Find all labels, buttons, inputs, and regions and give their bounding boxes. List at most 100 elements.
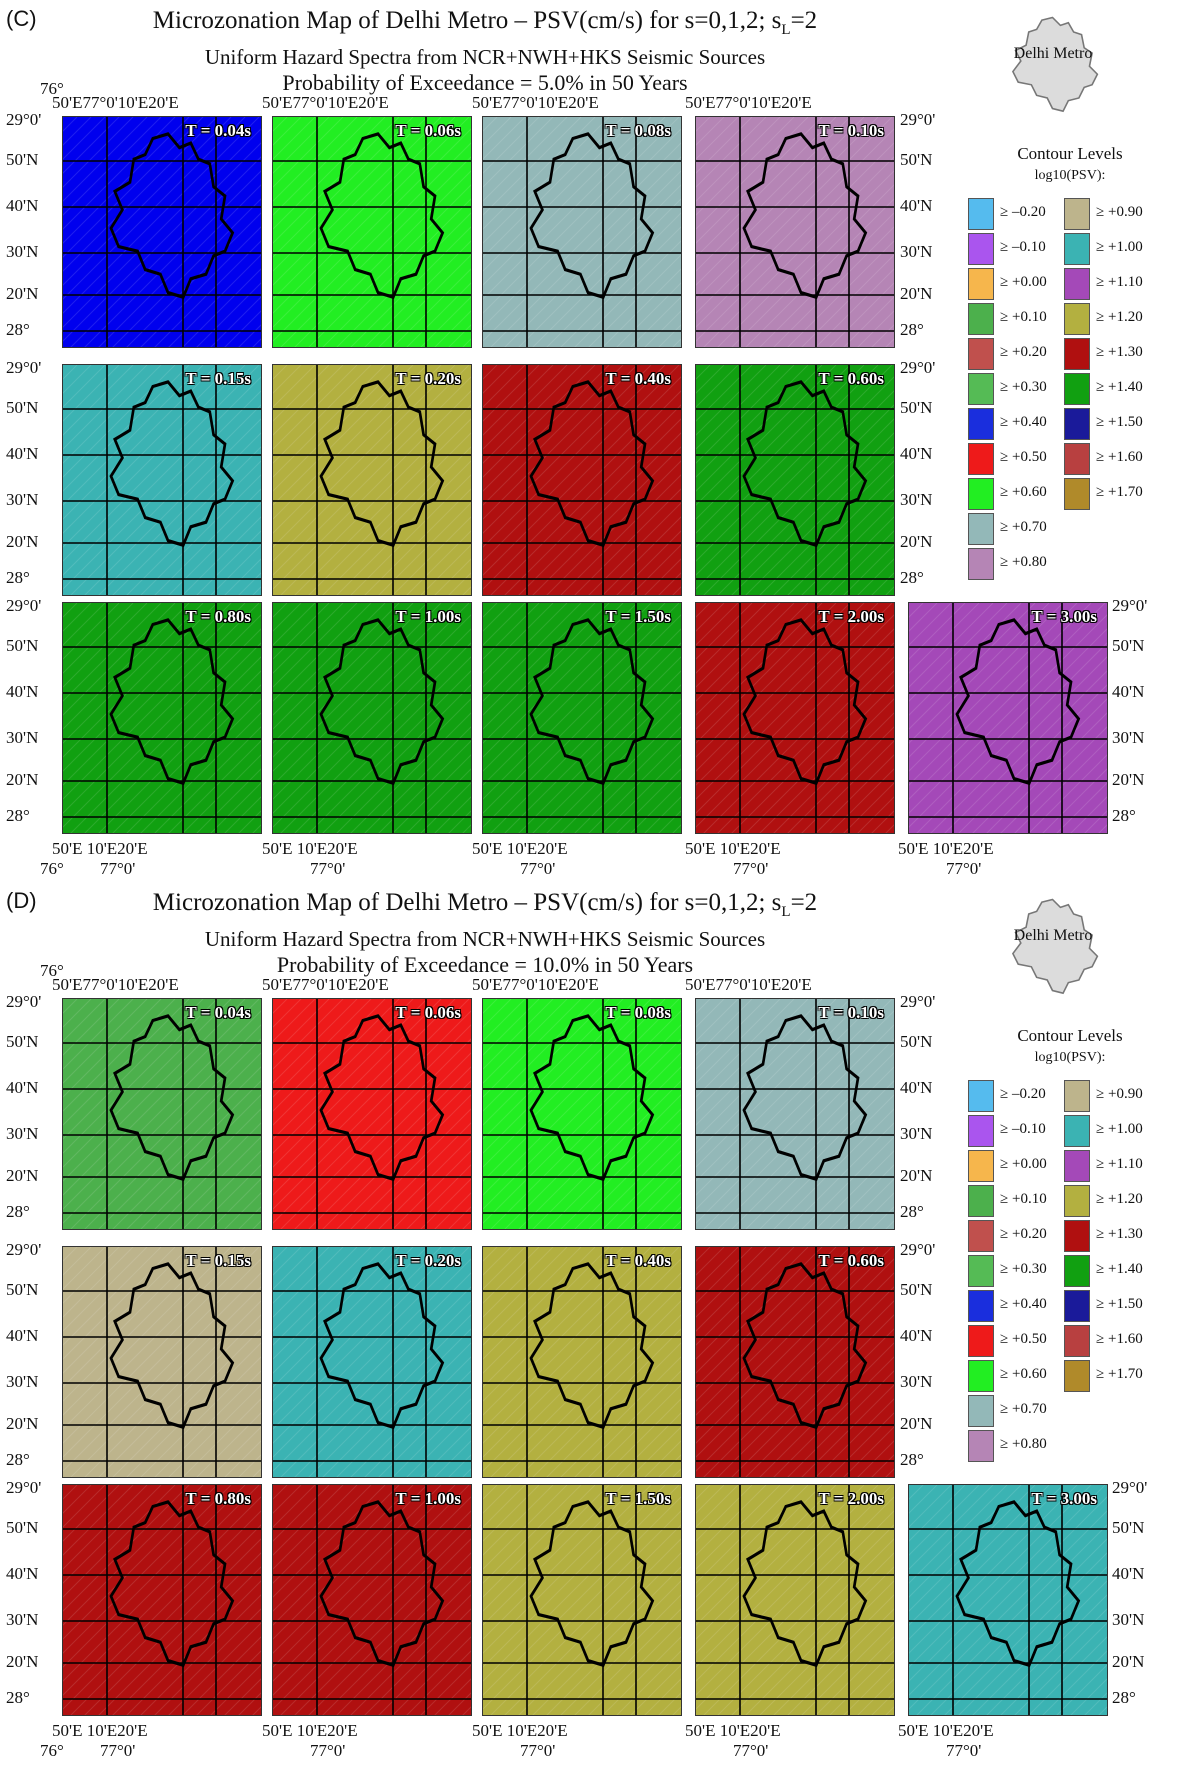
legend-label: ≥ +1.20: [1096, 309, 1143, 325]
lat-tick: 20'N: [6, 1414, 39, 1433]
lat-tick: 29°0': [6, 992, 42, 1011]
lon-center-bottom: 77°0': [946, 1741, 982, 1760]
lat-tick-right: 30'N: [900, 1124, 933, 1143]
period-label: T = 0.04s: [185, 121, 251, 140]
lon-center-bottom: 77°0': [733, 859, 769, 878]
lon-ticks-top: 50'E77°0'10'E20'E: [262, 975, 389, 994]
legend-item: ≥ +0.10: [968, 303, 1088, 335]
lon-start-bottom: 76°: [40, 1741, 64, 1760]
legend-swatch: [1064, 233, 1090, 265]
legend-label: ≥ +1.70: [1096, 484, 1143, 500]
inset-map: Delhi Metro: [995, 8, 1110, 118]
legend-item: ≥ +0.20: [968, 1220, 1088, 1252]
lat-tick-right: 30'N: [1112, 1610, 1145, 1629]
period-label: T = 0.40s: [605, 369, 671, 388]
map-panel: T = 2.00s: [695, 1484, 895, 1716]
period-label: T = 0.80s: [185, 607, 251, 626]
lat-tick: 40'N: [6, 1326, 39, 1345]
lon-center-bottom: 77°0': [100, 1741, 136, 1760]
map-grid: [696, 117, 894, 347]
delhi-boundary: [529, 1262, 655, 1430]
legend-item: ≥ +0.70: [968, 1395, 1088, 1427]
legend-label: ≥ +0.60: [1000, 1366, 1047, 1382]
lat-tick: 28°: [6, 806, 30, 825]
legend-label: ≥ +0.20: [1000, 344, 1047, 360]
map-grid: [273, 365, 471, 595]
delhi-boundary: [742, 1500, 868, 1668]
lat-tick: 28°: [6, 1450, 30, 1469]
legend-swatch: [1064, 338, 1090, 370]
legend-swatch: [1064, 1360, 1090, 1392]
lon-center-bottom: 77°0': [520, 1741, 556, 1760]
period-label: T = 3.00s: [1031, 607, 1097, 626]
legend-label: ≥ +1.10: [1096, 1156, 1143, 1172]
legend-item: ≥ +0.30: [968, 373, 1088, 405]
legend-item: ≥ +1.00: [1064, 233, 1180, 265]
map-panel: T = 0.06s: [272, 116, 472, 348]
lat-tick-right: 20'N: [1112, 1652, 1145, 1671]
lon-center-bottom: 77°0': [946, 859, 982, 878]
lat-tick: 29°0': [6, 1478, 42, 1497]
lat-tick-right: 50'N: [900, 1280, 933, 1299]
lon-center-bottom: 77°0': [310, 1741, 346, 1760]
delhi-boundary: [529, 132, 655, 300]
legend-label: ≥ +1.10: [1096, 274, 1143, 290]
legend-label: ≥ +0.10: [1000, 1191, 1047, 1207]
legend-label: ≥ +0.20: [1000, 1226, 1047, 1242]
map-panel: T = 0.10s: [695, 116, 895, 348]
lat-tick: 29°0': [6, 1240, 42, 1259]
legend-item: ≥ +1.20: [1064, 1185, 1180, 1217]
lat-tick: 30'N: [6, 1124, 39, 1143]
legend-label: ≥ +0.90: [1096, 1086, 1143, 1102]
delhi-boundary: [742, 1262, 868, 1430]
legend-label: ≥ +0.40: [1000, 1296, 1047, 1312]
delhi-boundary: [109, 1262, 235, 1430]
lon-center-bottom: 77°0': [100, 859, 136, 878]
legend-label: ≥ +0.80: [1000, 554, 1047, 570]
legend-subtitle: log10(PSV):: [1034, 168, 1106, 183]
map-grid: [696, 603, 894, 833]
legend-item: ≥ +1.00: [1064, 1115, 1180, 1147]
lon-ticks-bottom: 50'E 10'E20'E: [52, 839, 148, 858]
map-grid: [696, 999, 894, 1229]
period-label: T = 0.40s: [605, 1251, 671, 1270]
map-title-main: Microzonation Map of Delhi Metro – PSV(c…: [152, 7, 782, 34]
legend-swatch: [968, 233, 994, 265]
inset-map: Delhi Metro: [995, 890, 1110, 1000]
legend-swatch: [1064, 373, 1090, 405]
lat-tick-right: 29°0': [1112, 1478, 1148, 1497]
lat-tick: 40'N: [6, 196, 39, 215]
section-c: (C) Microzonation Map of Delhi Metro – PS…: [0, 0, 1180, 880]
map-panel: T = 0.60s: [695, 364, 895, 596]
lat-tick-right: 30'N: [900, 1372, 933, 1391]
map-panel: T = 1.50s: [482, 602, 682, 834]
legend-item: ≥ +0.00: [968, 1150, 1088, 1182]
lat-tick: 28°: [6, 568, 30, 587]
lon-ticks-top: 50'E77°0'10'E20'E: [262, 93, 389, 112]
delhi-boundary: [955, 1500, 1081, 1668]
legend-item: ≥ +0.50: [968, 443, 1088, 475]
legend-swatch: [1064, 1220, 1090, 1252]
lat-tick-right: 28°: [1112, 1688, 1136, 1707]
period-label: T = 0.10s: [818, 1003, 884, 1022]
map-panel: T = 0.40s: [482, 1246, 682, 1478]
legend-swatch: [1064, 1115, 1090, 1147]
map-grid: [483, 1247, 681, 1477]
map-title-main: Microzonation Map of Delhi Metro – PSV(c…: [152, 889, 782, 916]
lat-tick-right: 30'N: [1112, 728, 1145, 747]
lat-tick: 40'N: [6, 1078, 39, 1097]
map-title-tail: =2: [790, 889, 818, 916]
lat-tick: 30'N: [6, 1372, 39, 1391]
lat-tick-right: 20'N: [1112, 770, 1145, 789]
legend-swatch: [968, 1360, 994, 1392]
lat-tick-right: 29°0': [900, 358, 936, 377]
lon-ticks-bottom: 50'E 10'E20'E: [685, 1721, 781, 1740]
map-grid: [909, 603, 1107, 833]
legend-swatch: [968, 1255, 994, 1287]
period-label: T = 2.00s: [818, 1489, 884, 1508]
lat-tick: 28°: [6, 320, 30, 339]
delhi-boundary: [109, 380, 235, 548]
lon-start: 76°: [40, 79, 64, 98]
lat-tick-right: 40'N: [1112, 682, 1145, 701]
legend-label: ≥ +1.50: [1096, 1296, 1143, 1312]
